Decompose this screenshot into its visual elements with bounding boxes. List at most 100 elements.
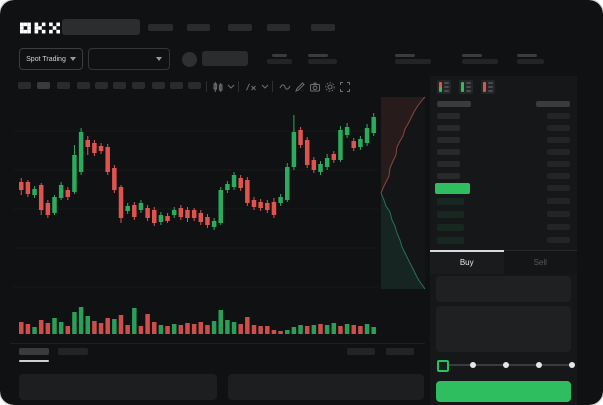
pair-selector-dropdown[interactable]	[88, 48, 170, 70]
stat-value	[308, 59, 337, 64]
order-book-amount	[547, 161, 570, 167]
slider-stop[interactable]	[470, 362, 476, 368]
stat-value	[517, 59, 544, 64]
order-book-price	[437, 161, 460, 167]
order-book-row[interactable]	[430, 211, 577, 221]
timeframe-button[interactable]	[95, 82, 108, 89]
tab-sell[interactable]: Sell	[503, 251, 577, 274]
slider-handle[interactable]	[437, 360, 449, 372]
market-type-label: Spot Trading	[26, 55, 66, 63]
slider-stop[interactable]	[536, 362, 542, 368]
timeframe-button[interactable]	[57, 82, 70, 89]
camera-icon[interactable]	[309, 81, 321, 93]
buy-submit-button[interactable]	[436, 381, 571, 402]
nav-item[interactable]	[228, 24, 252, 31]
bottom-panel-right	[228, 374, 424, 400]
order-book-price	[437, 125, 460, 131]
stat-value	[395, 59, 431, 64]
bottom-tab-active[interactable]	[19, 348, 49, 355]
timeframe-button[interactable]	[132, 82, 145, 89]
market-type-selector[interactable]: Spot Trading	[19, 48, 83, 70]
fullscreen-icon[interactable]	[339, 81, 351, 93]
last-price-badge[interactable]	[435, 183, 470, 194]
order-book-row[interactable]	[430, 198, 577, 208]
timeframe-button[interactable]	[77, 82, 90, 89]
amount-input[interactable]	[436, 306, 571, 352]
slider-stop[interactable]	[569, 362, 575, 368]
chevron-down-icon[interactable]	[227, 84, 239, 96]
order-book-price	[437, 173, 460, 179]
price-input[interactable]	[436, 276, 571, 302]
order-book-cell	[547, 185, 570, 191]
candle-type-icon[interactable]	[212, 81, 224, 93]
tab-sell-label: Sell	[533, 258, 547, 267]
order-book-amount	[547, 198, 570, 204]
bottom-action[interactable]	[386, 348, 414, 355]
stat-label	[395, 54, 415, 57]
order-book-amount	[547, 113, 570, 119]
amount-column-header	[536, 101, 570, 107]
bottom-panel-left	[19, 374, 217, 400]
order-book-price	[437, 211, 464, 218]
nav-item[interactable]	[148, 24, 173, 31]
search-input[interactable]	[62, 19, 140, 35]
order-book-row[interactable]	[430, 224, 577, 234]
okx-logo	[20, 21, 60, 39]
order-book-price	[437, 113, 460, 119]
asks-only-icon[interactable]	[481, 80, 495, 94]
coin-avatar	[182, 52, 197, 67]
order-book-row[interactable]	[430, 161, 577, 171]
tab-buy[interactable]: Buy	[430, 250, 504, 274]
amount-slider[interactable]	[437, 359, 575, 372]
order-book-price	[437, 224, 464, 231]
timeframe-button[interactable]	[170, 82, 183, 89]
draw-icon[interactable]	[294, 81, 306, 93]
nav-item[interactable]	[311, 24, 335, 31]
line-tool-icon[interactable]	[279, 81, 291, 93]
tab-buy-label: Buy	[459, 258, 474, 267]
indicators-icon[interactable]	[245, 81, 257, 93]
order-book-amount	[547, 173, 570, 179]
order-book-row[interactable]	[430, 149, 577, 159]
chevron-down-icon	[69, 57, 76, 61]
combined-book-icon[interactable]	[437, 80, 451, 94]
timeframe-button[interactable]	[37, 82, 50, 89]
nav-item[interactable]	[267, 24, 290, 31]
order-book-row[interactable]	[430, 125, 577, 135]
order-book-row[interactable]	[430, 173, 577, 183]
order-book-row[interactable]	[430, 237, 577, 247]
order-book-row[interactable]	[430, 113, 577, 123]
order-book-amount	[547, 137, 570, 143]
chevron-down-icon	[156, 57, 162, 61]
bottom-action[interactable]	[347, 348, 375, 355]
bottom-tab[interactable]	[58, 348, 88, 355]
stat-value	[267, 59, 292, 64]
stat-label	[462, 54, 482, 57]
order-book-price	[437, 149, 460, 155]
order-book-amount	[547, 125, 570, 131]
order-book-amount	[547, 149, 570, 155]
timeframe-button[interactable]	[113, 82, 126, 89]
active-tab-indicator	[19, 360, 49, 362]
stat-label	[517, 54, 537, 57]
nav-item[interactable]	[187, 24, 210, 31]
divider	[10, 343, 425, 344]
timeframe-button[interactable]	[152, 82, 165, 89]
timeframe-button[interactable]	[18, 82, 31, 89]
chevron-down-icon[interactable]	[261, 84, 273, 96]
settings-icon[interactable]	[324, 81, 336, 93]
trade-tabs: Buy Sell	[430, 250, 577, 274]
stat-value	[462, 59, 498, 64]
order-book-amount	[547, 224, 570, 230]
pair-action-button[interactable]	[202, 51, 248, 66]
stat-label	[272, 54, 287, 57]
timeframe-button[interactable]	[188, 82, 201, 89]
order-book-amount	[547, 211, 570, 217]
bids-only-icon[interactable]	[459, 80, 473, 94]
order-book-amount	[547, 237, 570, 243]
order-book-panel: Buy Sell	[430, 76, 577, 405]
order-book-row[interactable]	[430, 137, 577, 147]
price-column-header	[437, 101, 471, 107]
slider-stop[interactable]	[503, 362, 509, 368]
